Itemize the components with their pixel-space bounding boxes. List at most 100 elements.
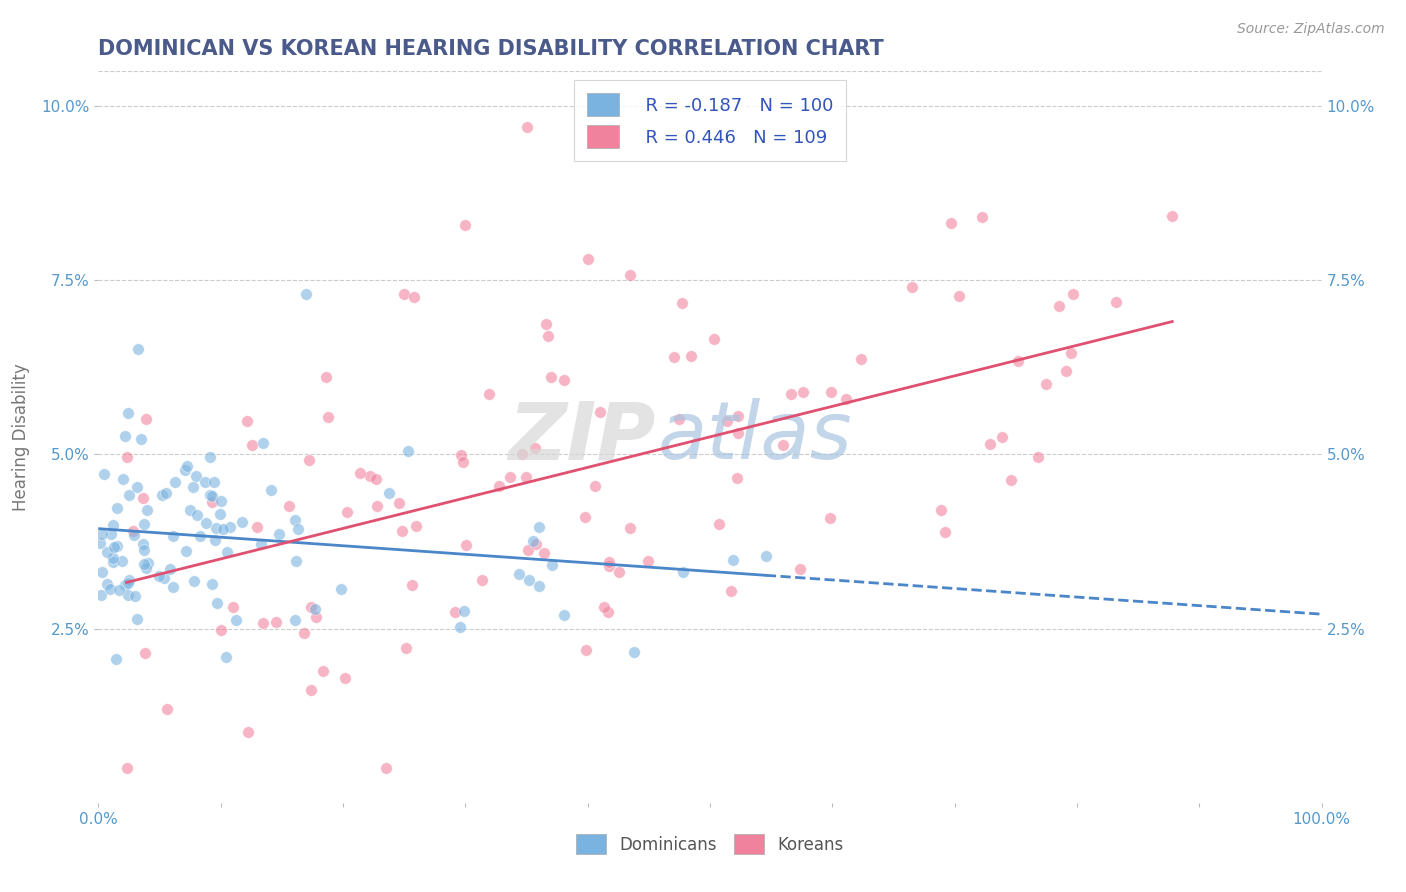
Point xyxy=(135,561,157,575)
Point xyxy=(103,540,125,554)
Point xyxy=(111,554,134,568)
Point xyxy=(104,651,127,665)
Point xyxy=(755,549,778,564)
Point xyxy=(107,582,129,597)
Point xyxy=(295,287,318,301)
Point xyxy=(240,438,263,452)
Point xyxy=(939,216,962,230)
Point xyxy=(508,567,530,582)
Point xyxy=(449,619,471,633)
Point xyxy=(285,554,308,568)
Point xyxy=(155,486,177,500)
Point xyxy=(150,488,173,502)
Point xyxy=(209,623,232,637)
Point xyxy=(93,467,115,481)
Point xyxy=(101,556,124,570)
Point xyxy=(215,650,238,665)
Point xyxy=(98,582,121,596)
Point xyxy=(184,469,207,483)
Point xyxy=(114,429,136,443)
Point xyxy=(124,589,146,603)
Point xyxy=(132,558,155,572)
Point xyxy=(148,569,170,583)
Point xyxy=(136,503,159,517)
Point xyxy=(1062,287,1084,301)
Point xyxy=(336,505,359,519)
Point xyxy=(478,387,501,401)
Point xyxy=(292,626,315,640)
Point xyxy=(707,517,730,532)
Point xyxy=(174,463,197,477)
Point xyxy=(721,553,744,567)
Point xyxy=(576,252,599,267)
Point xyxy=(366,499,388,513)
Point xyxy=(176,459,198,474)
Point xyxy=(112,472,135,486)
Point xyxy=(510,447,533,461)
Point xyxy=(129,432,152,446)
Point xyxy=(205,520,228,534)
Point xyxy=(103,518,125,533)
Point xyxy=(637,554,659,568)
Point xyxy=(186,508,208,522)
Point xyxy=(779,386,801,401)
Point xyxy=(318,410,340,425)
Point xyxy=(820,385,842,400)
Point xyxy=(623,645,645,659)
Point xyxy=(725,470,748,484)
Point xyxy=(540,369,562,384)
Point xyxy=(396,444,419,458)
Point xyxy=(453,604,475,618)
Point xyxy=(522,533,544,548)
Point xyxy=(948,289,970,303)
Point xyxy=(105,539,128,553)
Point xyxy=(727,409,749,423)
Text: DOMINICAN VS KOREAN HEARING DISABILITY CORRELATION CHART: DOMINICAN VS KOREAN HEARING DISABILITY C… xyxy=(98,38,884,59)
Point xyxy=(498,470,520,484)
Point xyxy=(269,527,291,541)
Point xyxy=(162,581,184,595)
Point xyxy=(121,524,143,538)
Point xyxy=(517,543,540,558)
Point xyxy=(593,599,616,614)
Point xyxy=(598,559,620,574)
Point xyxy=(114,577,136,591)
Point xyxy=(135,411,157,425)
Point xyxy=(366,471,388,485)
Point xyxy=(222,599,245,614)
Point xyxy=(134,646,156,660)
Point xyxy=(215,545,238,559)
Point xyxy=(201,576,224,591)
Point xyxy=(212,522,235,536)
Point xyxy=(517,573,540,587)
Point xyxy=(515,470,537,484)
Point xyxy=(159,562,181,576)
Point xyxy=(574,509,596,524)
Point xyxy=(179,503,201,517)
Point xyxy=(105,501,128,516)
Point xyxy=(250,537,273,551)
Point xyxy=(284,613,307,627)
Point xyxy=(662,350,685,364)
Point xyxy=(264,615,287,629)
Point xyxy=(450,449,472,463)
Point xyxy=(451,455,474,469)
Point xyxy=(575,642,598,657)
Point xyxy=(283,513,305,527)
Text: Source: ZipAtlas.com: Source: ZipAtlas.com xyxy=(1237,22,1385,37)
Point xyxy=(235,414,257,428)
Point xyxy=(792,385,814,400)
Point xyxy=(583,479,606,493)
Point xyxy=(395,641,418,656)
Point xyxy=(979,437,1001,451)
Point xyxy=(259,483,281,497)
Point xyxy=(374,761,396,775)
Point xyxy=(537,328,560,343)
Point xyxy=(533,546,555,560)
Point xyxy=(619,268,641,283)
Point xyxy=(970,210,993,224)
Point xyxy=(194,516,217,530)
Point xyxy=(200,450,222,464)
Text: ZIP: ZIP xyxy=(508,398,655,476)
Point xyxy=(252,615,274,630)
